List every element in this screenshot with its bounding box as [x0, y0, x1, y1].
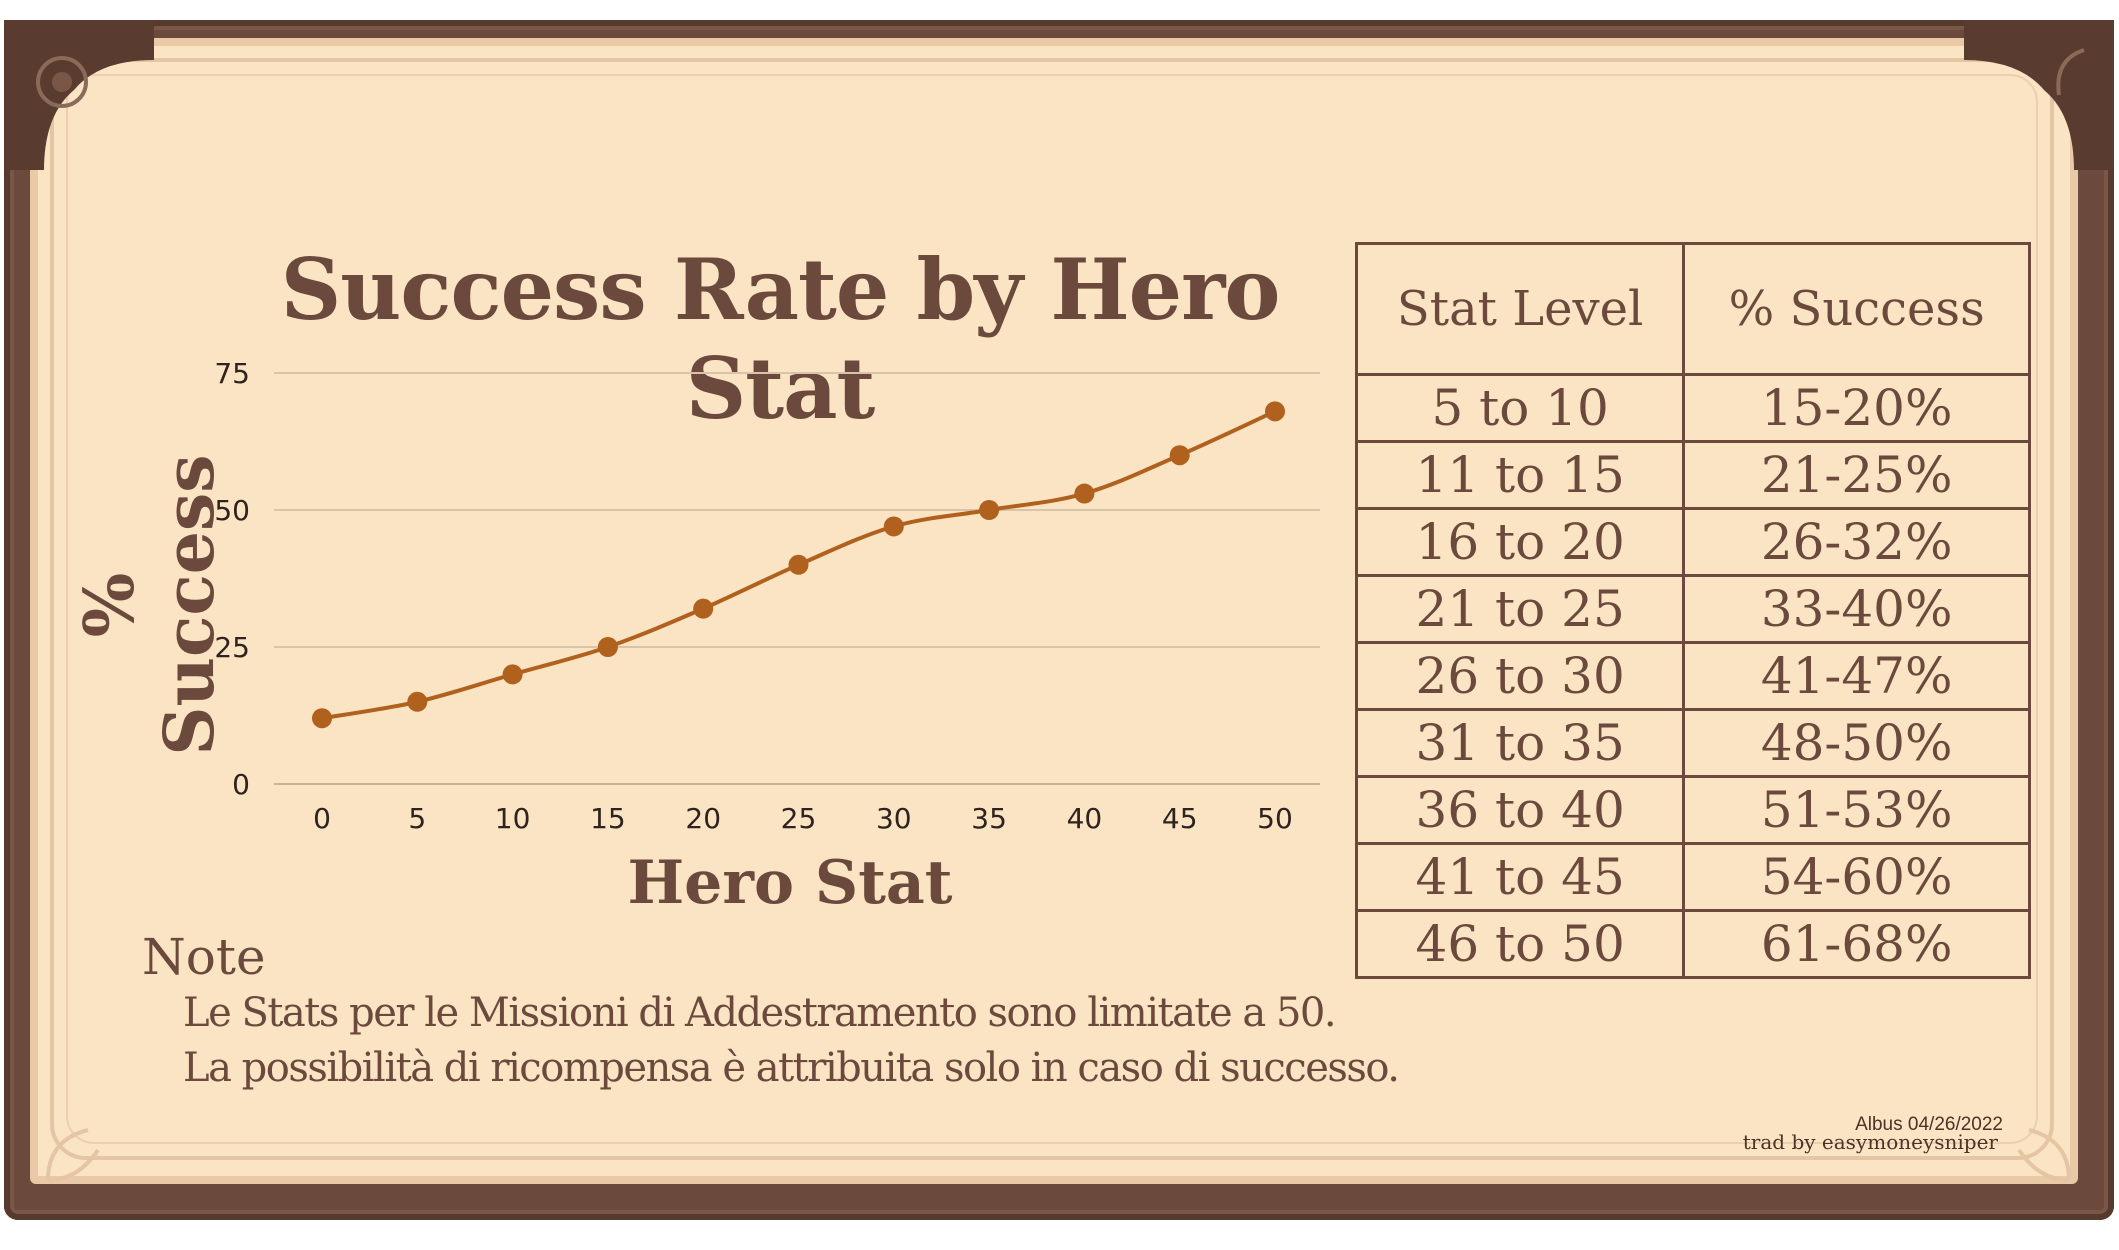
- table-row: 5 to 10 15-20%: [1354, 373, 2031, 443]
- table-row: 21 to 25 33-40%: [1354, 574, 2031, 644]
- corner-flourish-icon: [2017, 1128, 2071, 1182]
- corner-ornament-icon: [1964, 20, 2114, 170]
- decorative-border: [50, 58, 2054, 1160]
- data-point: [502, 664, 523, 685]
- cell-success: 15-20%: [1682, 373, 2031, 443]
- note-title: Note: [142, 928, 266, 986]
- x-tick-label: 0: [313, 802, 331, 835]
- header-success: % Success: [1682, 242, 2031, 376]
- note-line: La possibilità di ricompensa è attribuit…: [183, 1045, 1400, 1091]
- table-row: 31 to 35 48-50%: [1354, 708, 2031, 778]
- cell-success: 33-40%: [1682, 574, 2031, 644]
- y-tick-label: 75: [214, 357, 250, 390]
- author-credit: Albus 04/26/2022: [1855, 1114, 2003, 1135]
- data-point: [407, 691, 428, 712]
- x-tick-label: 50: [1257, 802, 1293, 835]
- cell-stat-level: 11 to 15: [1354, 440, 1686, 510]
- cell-success: 41-47%: [1682, 641, 2031, 711]
- line-chart: 0 25 50 75 0 5 10 15 20 25 30 35 40 45 50: [214, 357, 1320, 835]
- cell-success: 51-53%: [1682, 775, 2031, 845]
- data-point: [597, 637, 618, 657]
- x-tick-label: 10: [495, 802, 531, 835]
- translator-credit: trad by easymoneysniper: [1742, 1130, 1998, 1154]
- cell-success: 26-32%: [1682, 507, 2031, 577]
- cell-stat-level: 5 to 10: [1354, 373, 1686, 443]
- table-row: 36 to 40 51-53%: [1354, 775, 2031, 845]
- x-tick-label: 20: [685, 802, 721, 835]
- x-tick-label: 15: [590, 802, 626, 835]
- cell-stat-level: 46 to 50: [1354, 909, 1686, 979]
- x-tick-label: 30: [876, 802, 912, 835]
- table-row: 26 to 30 41-47%: [1354, 641, 2031, 711]
- cell-success: 48-50%: [1682, 708, 2031, 778]
- corner-flourish-icon: [46, 1128, 100, 1182]
- data-point: [883, 516, 904, 537]
- x-tick-label: 5: [408, 802, 426, 835]
- chart-title: Success Rate by Hero Stat: [280, 240, 1281, 438]
- table-row: 46 to 50 61-68%: [1354, 909, 2031, 979]
- data-point: [693, 598, 714, 619]
- x-tick-label: 25: [781, 802, 817, 835]
- y-tick-label: 50: [214, 494, 250, 527]
- cell-stat-level: 26 to 30: [1354, 641, 1686, 711]
- cell-stat-level: 36 to 40: [1354, 775, 1686, 845]
- x-tick-label: 35: [971, 802, 1007, 835]
- data-point: [1169, 445, 1190, 466]
- decorative-border-inner: [66, 74, 2038, 1144]
- cell-stat-level: 41 to 45: [1354, 842, 1686, 912]
- data-point: [979, 500, 1000, 520]
- x-tick-label: 45: [1162, 802, 1198, 835]
- cell-stat-level: 31 to 35: [1354, 708, 1686, 778]
- table-row: 16 to 20 26-32%: [1354, 507, 2031, 577]
- cell-stat-level: 16 to 20: [1354, 507, 1686, 577]
- table-header-row: Stat Level % Success: [1354, 242, 2031, 376]
- data-point: [1074, 483, 1095, 504]
- table-row: 11 to 15 21-25%: [1354, 440, 2031, 510]
- data-point: [788, 554, 809, 575]
- data-point: [312, 708, 332, 729]
- note-line: Le Stats per le Missioni di Addestrament…: [183, 990, 1337, 1036]
- y-tick-label: 0: [232, 768, 250, 801]
- success-rate-table: Stat Level % Success 5 to 10 15-20% 11 to…: [1354, 242, 2031, 979]
- corner-ornament-icon: [4, 20, 154, 170]
- cell-stat-level: 21 to 25: [1354, 574, 1686, 644]
- cell-success: 21-25%: [1682, 440, 2031, 510]
- cell-success: 54-60%: [1682, 842, 2031, 912]
- y-tick-label: 25: [214, 631, 250, 664]
- x-tick-label: 40: [1067, 802, 1103, 835]
- cell-success: 61-68%: [1682, 909, 2031, 979]
- table-row: 41 to 45 54-60%: [1354, 842, 2031, 912]
- data-point: [1265, 401, 1285, 422]
- header-stat-level: Stat Level: [1354, 242, 1686, 376]
- x-axis-title: Hero Stat: [627, 848, 953, 918]
